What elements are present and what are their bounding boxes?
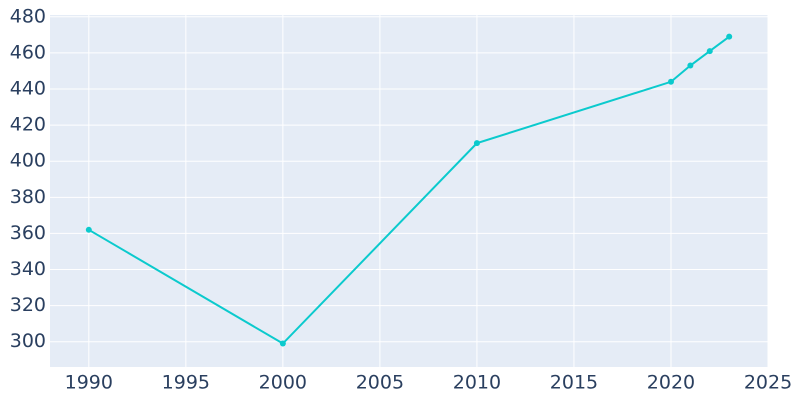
grid [50, 15, 769, 367]
point [706, 48, 713, 55]
point [473, 140, 480, 147]
x-tick-label: 2015 [550, 372, 598, 394]
marks [85, 33, 733, 347]
x-tick-label: 2020 [647, 372, 695, 394]
x-tick-label: 1995 [162, 372, 210, 394]
labels: 300 320 340 360 380 400 420 440 460 480 1990 1995 20… [10, 5, 792, 393]
y-tick-label: 360 [10, 222, 46, 244]
x-tick-label: 2000 [259, 372, 307, 394]
x-tick-label: 2010 [453, 372, 501, 394]
y-tick-label: 440 [10, 78, 46, 100]
y-tick-label: 400 [10, 150, 46, 172]
x-tick-label: 1990 [65, 372, 113, 394]
y-tick-label: 480 [10, 5, 46, 27]
y-tick-label: 380 [10, 186, 46, 208]
point [726, 33, 733, 40]
y-tick-label: 300 [10, 330, 46, 352]
y-tick-label: 420 [10, 114, 46, 136]
y-tick-label: 340 [10, 258, 46, 280]
x-tick-label: 2005 [356, 372, 404, 394]
plot-area [50, 15, 768, 367]
point [279, 340, 286, 347]
y-tick-label: 460 [10, 41, 46, 63]
point [687, 62, 694, 69]
y-tick-label: 320 [10, 294, 46, 316]
point [85, 226, 92, 233]
x-tick-label: 2025 [744, 372, 792, 394]
point [667, 78, 674, 85]
